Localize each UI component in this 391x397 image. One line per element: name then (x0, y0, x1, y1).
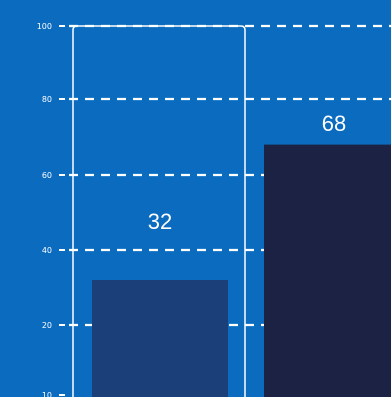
y-tick-label-60: 60 (42, 171, 52, 180)
bar-2 (264, 144, 391, 397)
bar-layer (92, 144, 391, 397)
data-label-layer: 32 68 (148, 111, 346, 234)
y-tick-label-100: 100 (37, 22, 52, 31)
y-tick-label-80: 80 (42, 95, 52, 104)
y-axis-tick-layer: 100 80 60 40 20 10 (37, 22, 65, 397)
data-label-2: 68 (322, 111, 346, 136)
bar-1 (92, 280, 228, 397)
y-tick-label-10: 10 (42, 391, 52, 397)
category-frame-1 (72, 25, 246, 397)
data-label-1: 32 (148, 209, 172, 234)
category-frame-layer (72, 25, 246, 397)
y-tick-label-20: 20 (42, 321, 52, 330)
y-tick-label-40: 40 (42, 246, 52, 255)
